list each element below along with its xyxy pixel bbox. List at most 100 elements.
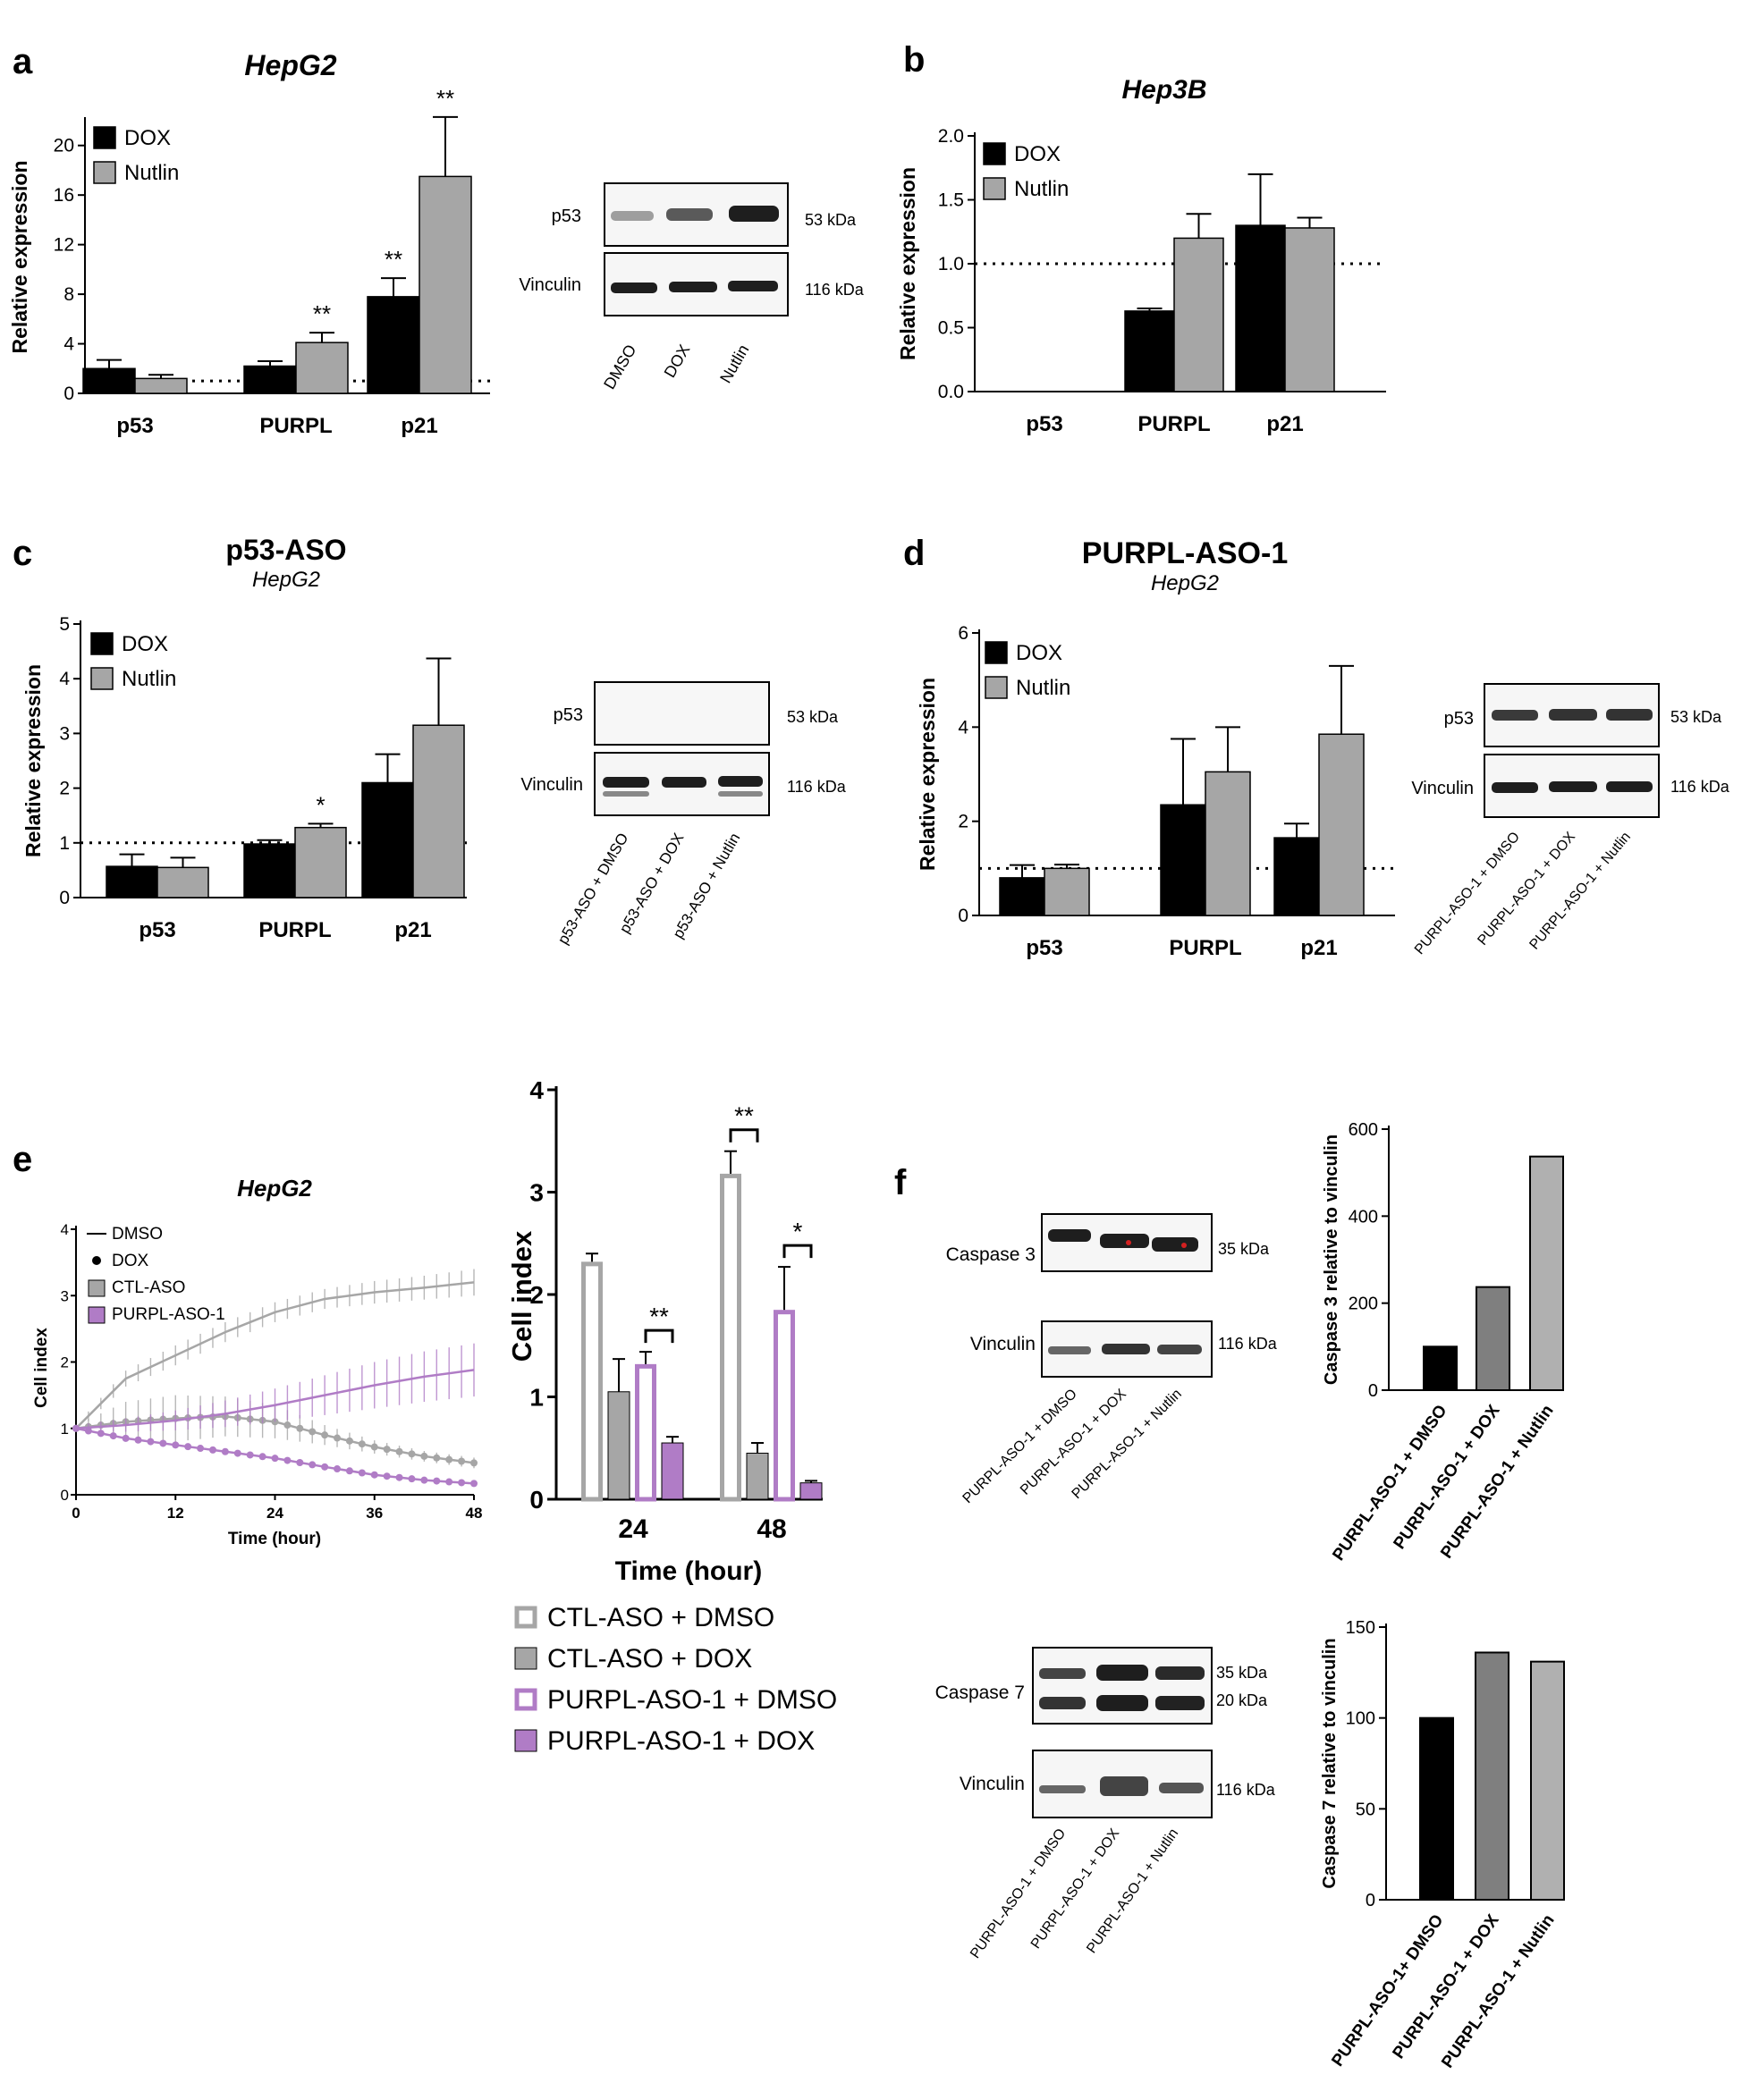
bar [1235,224,1286,392]
legend-swatch [514,1606,537,1629]
panel-label-d: d [903,534,925,573]
x-tick-label: p21 [394,918,431,942]
y-tick-label: 6 [958,623,968,644]
bar [661,1442,684,1500]
y-axis-label: Relative expression [896,167,919,360]
y-tick-label: 20 [54,136,74,156]
blot-f-kda116b: 116 kDa [1216,1781,1276,1799]
y-tick-label: 4 [59,669,70,689]
chart-subtitle: HepG2 [1151,571,1219,595]
legend-label: CTL-ASO [112,1278,185,1297]
chart-f-top: 0 200 400 600 Caspase 3 relative to vinculin… [1322,1120,1564,1564]
y-tick-label: 2 [529,1281,544,1309]
blot-band [1152,1237,1198,1252]
y-tick-label: 5 [59,614,70,635]
y-axis-label: Relative expression [916,678,939,871]
significance-bracket [729,1128,759,1143]
y-tick-label: 2.0 [938,126,964,147]
blot-band [603,777,649,788]
x-tick-label: PURPL [1137,412,1210,436]
blot-band [1159,1783,1204,1793]
y-tick-label: 12 [54,235,74,256]
x-tick-label: PURPL-ASO-1 + Nutlin [1438,1911,1558,2071]
blot-band [1102,1344,1150,1354]
blot-f-kda20: 20 kDa [1216,1691,1268,1709]
y-tick-label: 400 [1349,1207,1378,1227]
blot-c: p53 Vinculin 53 kDa 116 kDa p53-ASO + DM… [520,681,847,948]
x-axis-label: Time (hour) [615,1556,762,1586]
y-tick-label: 0 [958,906,968,926]
y-tick-label: 0 [61,1487,69,1504]
x-tick-label: PURPL [258,918,331,942]
blot-f-bottom: Caspase 7 Vinculin 35 kDa 20 kDa 116 kDa… [935,1647,1276,1961]
x-tick-label: 36 [366,1505,383,1522]
chart-title: Hep3B [1121,75,1206,105]
legend-label: DOX [112,1252,149,1270]
y-tick-label: 100 [1346,1709,1375,1729]
bar [294,826,347,898]
y-tick-label: 0.5 [938,318,964,339]
blot-f-casp3-label: Caspase 3 [946,1244,1036,1265]
legend-swatch [985,641,1008,664]
blot-f-casp7-frame [1032,1647,1213,1725]
legend-label: PURPL-ASO-1 + DOX [547,1726,815,1756]
y-tick-label: 2 [59,779,70,799]
bar [295,342,349,394]
bar [243,365,297,394]
blot-band [1096,1695,1148,1711]
bar [1160,804,1206,916]
bar [581,1261,603,1502]
x-tick-label: 12 [167,1505,184,1522]
legend-label: Nutlin [124,161,179,185]
blot-a-p53-label: p53 [552,207,581,226]
blot-c-vinculin-label: Vinculin [520,775,583,795]
blot-c-p53-label: p53 [554,705,583,725]
blot-mark [1126,1240,1131,1245]
x-tick-label: PURPL-ASO-1 + Nutlin [1437,1402,1557,1562]
y-tick-label: 150 [1346,1618,1375,1638]
blot-band [1048,1229,1091,1242]
y-tick-label: 4 [958,717,968,738]
y-tick-label: 200 [1349,1295,1378,1314]
bar [412,724,465,898]
legend-swatch [90,632,114,655]
x-tick-label: 48 [757,1514,786,1544]
bar [1318,733,1365,916]
significance-label: * [316,791,325,818]
y-tick-label: 1.0 [938,254,964,274]
bar [1124,310,1175,392]
y-tick-label: 4 [529,1076,544,1104]
legend-label: PURPL-ASO-1 + DMSO [547,1685,837,1715]
legend-swatch [88,1306,106,1324]
y-axis-label: Relative expression [21,664,45,857]
chart-f-bottom: 0 50 100 150 Caspase 7 relative to vinculin P… [1320,1618,1565,2071]
legend-label: DMSO [112,1225,163,1244]
x-tick-label: 24 [618,1514,648,1544]
blot-f-casp7-label: Caspase 7 [935,1683,1025,1703]
y-tick-label: 4 [61,1221,69,1238]
blot-band [611,211,654,221]
significance-label: ** [385,246,402,273]
blot-band [662,777,706,788]
legend-label: CTL-ASO + DMSO [547,1603,774,1632]
blot-f-kda35: 35 kDa [1218,1240,1270,1258]
bar [243,843,296,898]
blot-a-lane-dmso: DMSO [600,342,639,392]
blot-band [1048,1346,1091,1354]
blot-band [1606,709,1653,721]
chart-a: HepG2 0 4 8 12 16 20 Relative expression p53 ** PU… [8,49,490,438]
blot-d-lane-dox: PURPL-ASO-1 + DOX [1475,829,1578,948]
y-tick-label: 50 [1356,1800,1375,1819]
blot-d: p53 Vinculin 53 kDa 116 kDa PURPL-ASO-1 … [1411,683,1730,957]
y-tick-label: 16 [54,185,74,206]
x-tick-label: p53 [116,414,153,438]
legend-label: PURPL-ASO-1 [112,1305,225,1324]
legend-swatch [514,1647,537,1670]
bar [1476,1286,1510,1392]
x-tick-label: p53 [139,918,175,942]
blot-d-kda53: 53 kDa [1670,708,1722,726]
blot-band [728,281,778,291]
